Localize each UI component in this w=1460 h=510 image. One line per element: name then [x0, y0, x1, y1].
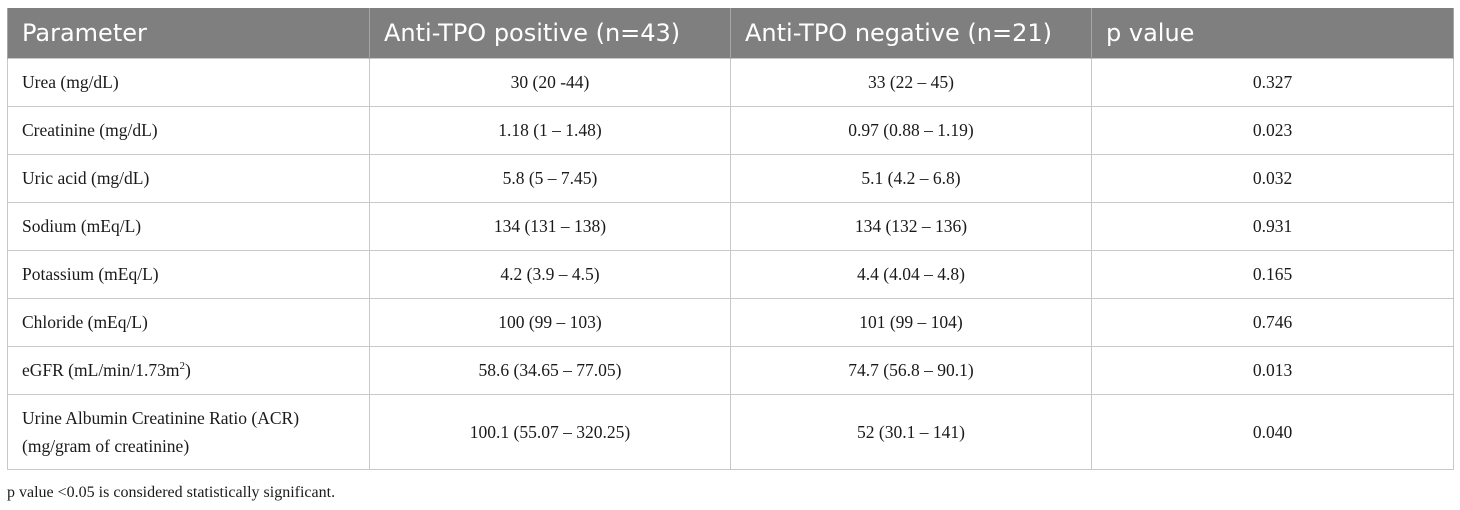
table-row: Chloride (mEq/L) 100 (99 – 103) 101 (99 … [7, 298, 1454, 347]
table-row: Potassium (mEq/L) 4.2 (3.9 – 4.5) 4.4 (4… [7, 250, 1454, 299]
cell-parameter: Chloride (mEq/L) [7, 298, 370, 347]
cell-p-value: 0.023 [1091, 106, 1454, 155]
cell-p-value: 0.013 [1091, 346, 1454, 395]
parameter-line-1: Urine Albumin Creatinine Ratio (ACR) [22, 408, 300, 428]
header-anti-tpo-negative: Anti-TPO negative (n=21) [730, 8, 1092, 59]
table-row: Urea (mg/dL) 30 (20 -44) 33 (22 – 45) 0.… [7, 58, 1454, 107]
cell-parameter: eGFR (mL/min/1.73m2) [7, 346, 370, 395]
cell-p-value: 0.931 [1091, 202, 1454, 251]
table-row: eGFR (mL/min/1.73m2) 58.6 (34.65 – 77.05… [7, 346, 1454, 395]
header-p-value: p value [1091, 8, 1454, 59]
cell-positive: 4.2 (3.9 – 4.5) [369, 250, 731, 299]
cell-parameter: Potassium (mEq/L) [7, 250, 370, 299]
parameter-line-2: (mg/gram of creatinine) [22, 436, 190, 456]
cell-positive: 134 (131 – 138) [369, 202, 731, 251]
cell-negative: 4.4 (4.04 – 4.8) [730, 250, 1092, 299]
cell-parameter: Uric acid (mg/dL) [7, 154, 370, 203]
parameter-superscript: 2 [179, 360, 186, 373]
cell-negative: 101 (99 – 104) [730, 298, 1092, 347]
cell-positive: 100.1 (55.07 – 320.25) [369, 394, 731, 470]
cell-negative: 52 (30.1 – 141) [730, 394, 1092, 470]
table-row: Urine Albumin Creatinine Ratio (ACR) (mg/… [7, 394, 1454, 470]
cell-positive: 58.6 (34.65 – 77.05) [369, 346, 731, 395]
table-row: Sodium (mEq/L) 134 (131 – 138) 134 (132 … [7, 202, 1454, 251]
header-anti-tpo-positive: Anti-TPO positive (n=43) [369, 8, 731, 59]
cell-negative: 74.7 (56.8 – 90.1) [730, 346, 1092, 395]
results-table-container: Parameter Anti-TPO positive (n=43) Anti-… [7, 8, 1454, 470]
results-table: Parameter Anti-TPO positive (n=43) Anti-… [7, 8, 1454, 470]
cell-parameter: Urea (mg/dL) [7, 58, 370, 107]
cell-positive: 30 (20 -44) [369, 58, 731, 107]
parameter-text-suffix: ) [185, 360, 191, 380]
cell-p-value: 0.040 [1091, 394, 1454, 470]
cell-parameter: Urine Albumin Creatinine Ratio (ACR) (mg/… [7, 394, 370, 470]
table-row: Creatinine (mg/dL) 1.18 (1 – 1.48) 0.97 … [7, 106, 1454, 155]
cell-p-value: 0.327 [1091, 58, 1454, 107]
parameter-text: eGFR (mL/min/1.73m [22, 360, 180, 380]
cell-p-value: 0.746 [1091, 298, 1454, 347]
cell-parameter: Sodium (mEq/L) [7, 202, 370, 251]
cell-negative: 33 (22 – 45) [730, 58, 1092, 107]
table-header: Parameter Anti-TPO positive (n=43) Anti-… [7, 8, 1454, 59]
header-row: Parameter Anti-TPO positive (n=43) Anti-… [7, 8, 1454, 59]
table-footnote: p value <0.05 is considered statisticall… [7, 484, 336, 501]
cell-positive: 1.18 (1 – 1.48) [369, 106, 731, 155]
cell-negative: 5.1 (4.2 – 6.8) [730, 154, 1092, 203]
header-parameter: Parameter [7, 8, 370, 59]
cell-positive: 100 (99 – 103) [369, 298, 731, 347]
cell-p-value: 0.032 [1091, 154, 1454, 203]
cell-p-value: 0.165 [1091, 250, 1454, 299]
table-row: Uric acid (mg/dL) 5.8 (5 – 7.45) 5.1 (4.… [7, 154, 1454, 203]
cell-negative: 0.97 (0.88 – 1.19) [730, 106, 1092, 155]
cell-negative: 134 (132 – 136) [730, 202, 1092, 251]
table-body: Urea (mg/dL) 30 (20 -44) 33 (22 – 45) 0.… [7, 58, 1454, 470]
cell-positive: 5.8 (5 – 7.45) [369, 154, 731, 203]
cell-parameter: Creatinine (mg/dL) [7, 106, 370, 155]
